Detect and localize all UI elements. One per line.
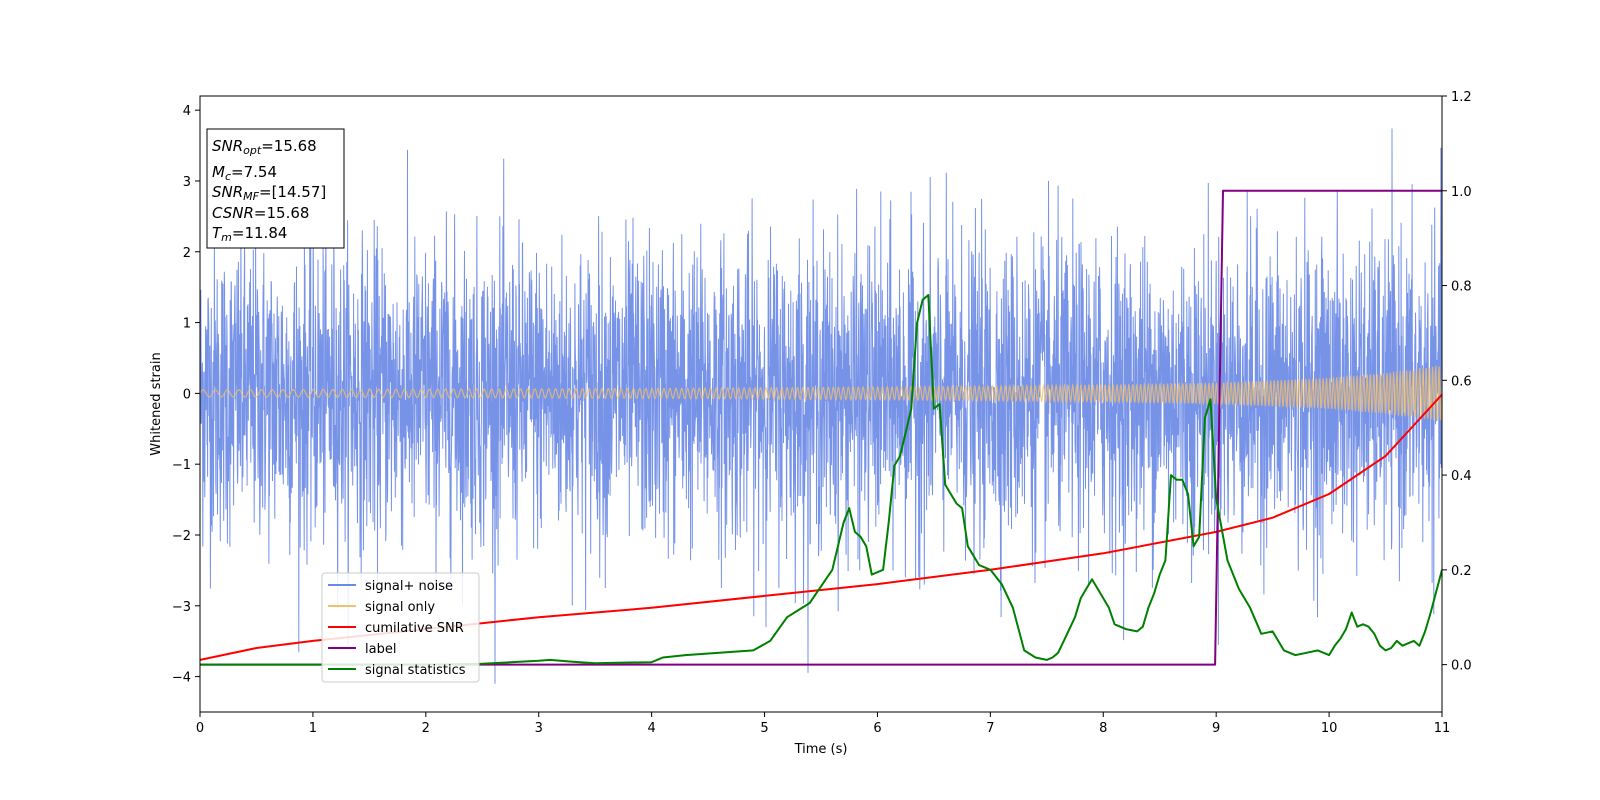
series-signal-only [200,365,1442,422]
y-tick-label: −4 [172,671,191,686]
legend-label-signal-noise: signal+ noise [365,579,453,594]
x-tick-label: 8 [1099,721,1107,736]
legend: signal+ noise signal only cumilative SNR… [321,572,480,683]
series-signal-statistics [200,294,1442,666]
legend-label-cumulative-snr: cumilative SNR [365,621,464,636]
info-csnr: 15.68 [267,204,310,222]
info-snr-opt: 15.68 [274,137,317,155]
y2-tick-label: 0.4 [1451,469,1472,484]
svg-text:SNRopt=15.68: SNRopt=15.68 [212,137,317,157]
x-tick-label: 7 [986,721,994,736]
y2-tick-label: 0.8 [1451,280,1472,295]
y2-tick-label: 1.0 [1451,185,1472,200]
x-tick-label: 2 [422,721,430,736]
x-tick-label: 10 [1321,721,1338,736]
y-axis-left: 4 3 2 1 0 −1 −2 −3 −4 [172,104,200,686]
y-tick-label: −1 [172,458,191,473]
y-axis-right: 1.2 1.0 0.8 0.6 0.4 0.2 0.0 [1442,90,1472,674]
info-box: SNRopt=15.68 Mc=7.54 SNRMF=[14.57] CSNR=… [206,128,345,249]
x-tick-label: 1 [309,721,317,736]
x-tick-label: 11 [1434,721,1451,736]
y-tick-label: −3 [172,600,191,615]
svg-text:SNRMF=[14.57]: SNRMF=[14.57] [212,183,326,203]
y-tick-label: 4 [183,104,191,119]
y2-tick-label: 0.2 [1451,564,1472,579]
legend-label-signal-only: signal only [365,600,435,615]
x-tick-label: 5 [760,721,768,736]
x-tick-label: 4 [647,721,655,736]
y-axis-label: Whitened strain [149,352,164,455]
svg-text:Mc=7.54: Mc=7.54 [212,163,277,183]
y-tick-label: −2 [172,529,191,544]
y2-tick-label: 0.0 [1451,659,1472,674]
y-tick-label: 1 [183,317,191,332]
x-tick-label: 3 [535,721,543,736]
y-tick-label: 3 [183,175,191,190]
x-axis: 0 1 2 3 4 5 6 7 8 9 10 11 [196,712,1450,736]
x-axis-label: Time (s) [794,742,848,757]
x-tick-label: 9 [1212,721,1220,736]
info-mc: 7.54 [244,163,277,181]
x-tick-label: 6 [873,721,881,736]
svg-text:CSNR=15.68: CSNR=15.68 [212,204,309,222]
y2-tick-label: 1.2 [1451,90,1472,105]
y-tick-label: 0 [183,387,191,402]
x-tick-label: 0 [196,721,204,736]
series-label [200,189,1442,666]
y2-tick-label: 0.6 [1451,374,1472,389]
y-tick-label: 2 [183,246,191,261]
legend-label-signal-statistics: signal statistics [365,663,466,678]
info-tm: 11.84 [244,224,287,242]
plot-frame [199,95,1443,713]
legend-label-label: label [365,642,396,657]
svg-text:Tm=11.84: Tm=11.84 [212,224,287,244]
info-snr-mf: [14.57] [272,183,327,201]
